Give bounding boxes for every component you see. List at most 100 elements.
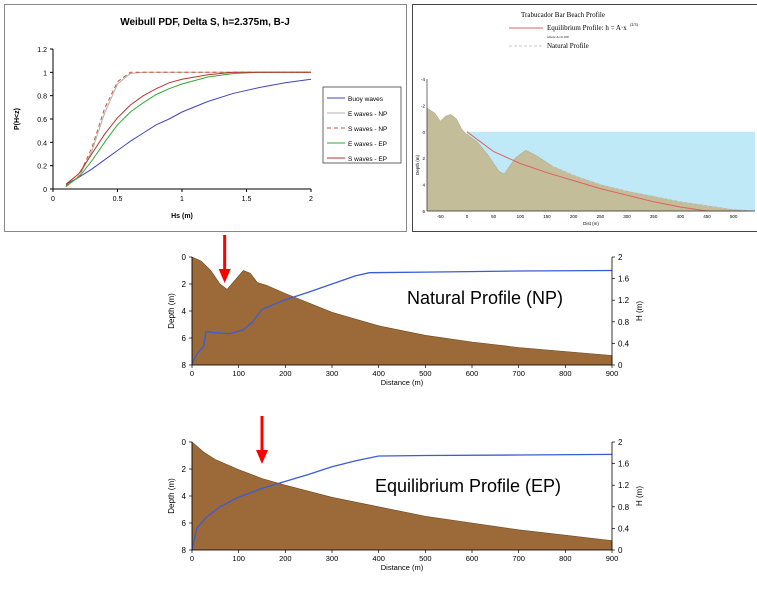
x-tick-label: 700: [512, 554, 525, 563]
legend-box: [322, 86, 402, 164]
legend-label: Buoy waves: [348, 96, 384, 103]
x-axis-label: Distance (m): [381, 378, 424, 387]
legend-note: where A=0.109: [547, 35, 569, 39]
weibull-chart: Weibull PDF, Delta S, h=2.375m, B-J 0 0.2 0…: [14, 17, 402, 220]
trabucador-chart-panel: -4 -2 0 2 4 6 -50 0 50 100 150 200 250 300 350 400 450 50…: [412, 4, 757, 232]
wave-height-line: [191, 269, 613, 365]
x-tick-label: 450: [703, 214, 711, 219]
y-tick-label: 0: [182, 253, 187, 262]
y-tick-label: 8: [182, 546, 187, 555]
y-tick-label: 0.8: [37, 94, 47, 101]
x-tick-label: 1.5: [242, 196, 252, 203]
legend-label: E waves - NP: [348, 111, 387, 118]
x-tick-label: 250: [597, 214, 605, 219]
x-tick-label: 200: [570, 214, 578, 219]
y-tick-label: 4: [182, 492, 187, 501]
x-tick-label: 700: [512, 369, 525, 378]
legend-label: E waves - EP: [348, 141, 387, 148]
y-axis-label: Depth (m): [167, 478, 176, 514]
x-tick-label: 200: [279, 554, 292, 563]
wave-height-line: [191, 453, 613, 551]
y-tick-label: 4: [182, 307, 187, 316]
y-tick-label: 8: [182, 361, 187, 370]
x-tick-label: 600: [466, 554, 479, 563]
x-axis-label: Distance (m): [381, 563, 424, 572]
series-line: [65, 71, 311, 185]
series-line: [65, 71, 311, 186]
x-tick-label: 300: [623, 214, 631, 219]
y2-tick-label: 1.6: [618, 275, 630, 284]
equilibrium-profile-line: [466, 131, 755, 212]
y-axis-label: Depth (m): [167, 293, 176, 329]
y-axis-label: Depth (m): [415, 155, 420, 176]
x-tick-label: 0: [190, 369, 194, 378]
x-tick-label: 350: [650, 214, 658, 219]
y-tick-label: 6: [422, 209, 425, 214]
x-tick-label: 100: [232, 554, 245, 563]
y2-tick-label: 1.2: [618, 296, 630, 305]
x-tick-label: 400: [372, 554, 385, 563]
y-tick-label: 4: [422, 183, 425, 188]
y2-tick-label: 0.4: [618, 339, 630, 348]
legend-exponent: (2/3): [630, 22, 638, 27]
x-tick-label: 150: [543, 214, 551, 219]
y-tick-label: 6: [182, 334, 187, 343]
x-tick-label: 0.5: [113, 196, 123, 203]
depth-area: [191, 256, 613, 366]
y2-tick-label: 0.8: [618, 318, 630, 327]
natural-profile-panel: 0 2 4 6 8 0 0.4 0.8 1.2 1.6 2 0 100 200 300 400 500 600 70…: [140, 232, 660, 410]
legend-label: S waves - EP: [348, 156, 387, 163]
x-tick-label: 900: [606, 554, 619, 563]
y2-tick-label: 1.2: [618, 481, 630, 490]
x-tick-label: 100: [232, 369, 245, 378]
y-tick-label: 2: [182, 280, 187, 289]
natural-profile-area: [426, 107, 756, 212]
y-tick-label: 2: [182, 465, 187, 474]
x-tick-label: 300: [326, 554, 339, 563]
y-tick-label: 1: [43, 70, 47, 77]
trabucador-chart: -4 -2 0 2 4 6 -50 0 50 100 150 200 250 300 350 400 450 50…: [415, 11, 756, 226]
x-tick-label: 800: [559, 369, 572, 378]
depth-area: [191, 441, 613, 551]
x-tick-label: 2: [309, 196, 313, 203]
y2-tick-label: 1.6: [618, 460, 630, 469]
chart-title: Trabucador Bar Beach Profile: [521, 11, 605, 19]
y2-tick-label: 2: [618, 438, 623, 447]
y-tick-label: 6: [182, 519, 187, 528]
y2-tick-label: 0: [618, 361, 623, 370]
series-line: [65, 71, 311, 188]
red-arrow-head: [218, 269, 231, 283]
series-line: [65, 71, 311, 188]
y-tick-label: 0.6: [37, 117, 47, 124]
x-tick-label: 50: [491, 214, 497, 219]
y-tick-label: 1.2: [37, 47, 47, 54]
x-tick-label: 300: [326, 369, 339, 378]
x-axis-label: Hs (m): [171, 213, 193, 220]
equilibrium-profile-panel: 0 2 4 6 8 0 0.4 0.8 1.2 1.6 2 0 100 200 300 400 500 600 70…: [140, 412, 660, 588]
y-tick-label: 0.4: [37, 140, 47, 147]
legend-label-natural: Natural Profile: [547, 42, 589, 50]
legend-label: S waves - NP: [348, 126, 387, 133]
x-tick-label: 500: [419, 554, 432, 563]
y-tick-label: 0: [182, 438, 187, 447]
legend-label-equilibrium: Equilibrium Profile: h = A·x: [547, 24, 627, 32]
x-tick-label: 400: [372, 369, 385, 378]
y-axis-label: P(H<z): [14, 108, 21, 130]
x-tick-label: -50: [437, 214, 444, 219]
y2-tick-label: 0.4: [618, 524, 630, 533]
y2-tick-label: 0: [618, 546, 623, 555]
x-tick-label: 0: [190, 554, 194, 563]
x-tick-label: 200: [279, 369, 292, 378]
x-tick-label: 500: [419, 369, 432, 378]
y-tick-label: 0: [43, 187, 47, 194]
series-line: [65, 78, 312, 185]
profile-label: Equilibrium Profile (EP): [375, 476, 561, 496]
y-tick-label: -2: [421, 103, 425, 108]
weibull-chart-panel: Weibull PDF, Delta S, h=2.375m, B-J 0 0.2 0…: [4, 4, 407, 232]
x-tick-label: 0: [466, 214, 469, 219]
x-tick-label: 800: [559, 554, 572, 563]
y2-tick-label: 2: [618, 253, 623, 262]
x-tick-label: 1: [180, 196, 184, 203]
y2-tick-label: 0.8: [618, 503, 630, 512]
x-axis-label: Dist (m): [583, 221, 599, 226]
